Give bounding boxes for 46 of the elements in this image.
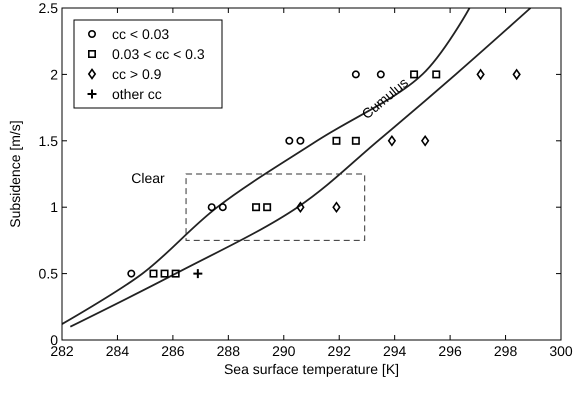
x-tick-label: 284: [106, 343, 130, 359]
x-tick-label: 298: [494, 343, 518, 359]
annotation: Clear: [131, 170, 166, 186]
y-tick-label: 2.5: [38, 0, 58, 16]
x-tick-label: 290: [272, 343, 296, 359]
point: [218, 203, 227, 212]
point: [476, 69, 485, 80]
legend-label: cc < 0.03: [112, 26, 170, 42]
legend-label: 0.03 < cc < 0.3: [112, 46, 205, 62]
point: [172, 270, 180, 278]
x-axis-title: Sea surface temperature [K]: [224, 361, 400, 377]
line-series: [69, 8, 532, 328]
point: [149, 270, 158, 278]
point: [296, 202, 304, 212]
point: [296, 136, 304, 145]
x-tick-label: 292: [328, 343, 352, 359]
y-tick-label: 0.5: [38, 266, 58, 282]
x-tick-label: 286: [161, 343, 185, 359]
point: [376, 70, 385, 78]
point: [410, 70, 418, 78]
point: [208, 203, 216, 212]
line-series: [62, 8, 470, 325]
legend-label: other cc: [112, 86, 162, 102]
point: [127, 270, 136, 278]
point: [332, 202, 340, 212]
point: [192, 268, 204, 280]
x-tick-label: 300: [549, 343, 573, 359]
point: [432, 70, 440, 78]
x-tick-label: 294: [382, 343, 407, 359]
x-tick-label: 296: [438, 343, 462, 359]
point: [285, 136, 294, 145]
point: [160, 270, 169, 278]
point: [421, 136, 430, 146]
x-tick-label: 288: [216, 343, 240, 359]
point: [352, 136, 360, 145]
point: [512, 69, 521, 80]
point: [252, 203, 260, 212]
point: [388, 136, 396, 146]
point: [263, 203, 272, 212]
y-tick-label: 2: [50, 66, 58, 82]
y-tick-label: 1: [50, 199, 58, 216]
y-axis-title: Subsidence [m/s]: [7, 120, 23, 228]
point: [332, 136, 340, 145]
legend-label: cc > 0.9: [112, 66, 162, 82]
y-tick-label: 1.5: [38, 132, 58, 149]
point: [352, 70, 360, 78]
